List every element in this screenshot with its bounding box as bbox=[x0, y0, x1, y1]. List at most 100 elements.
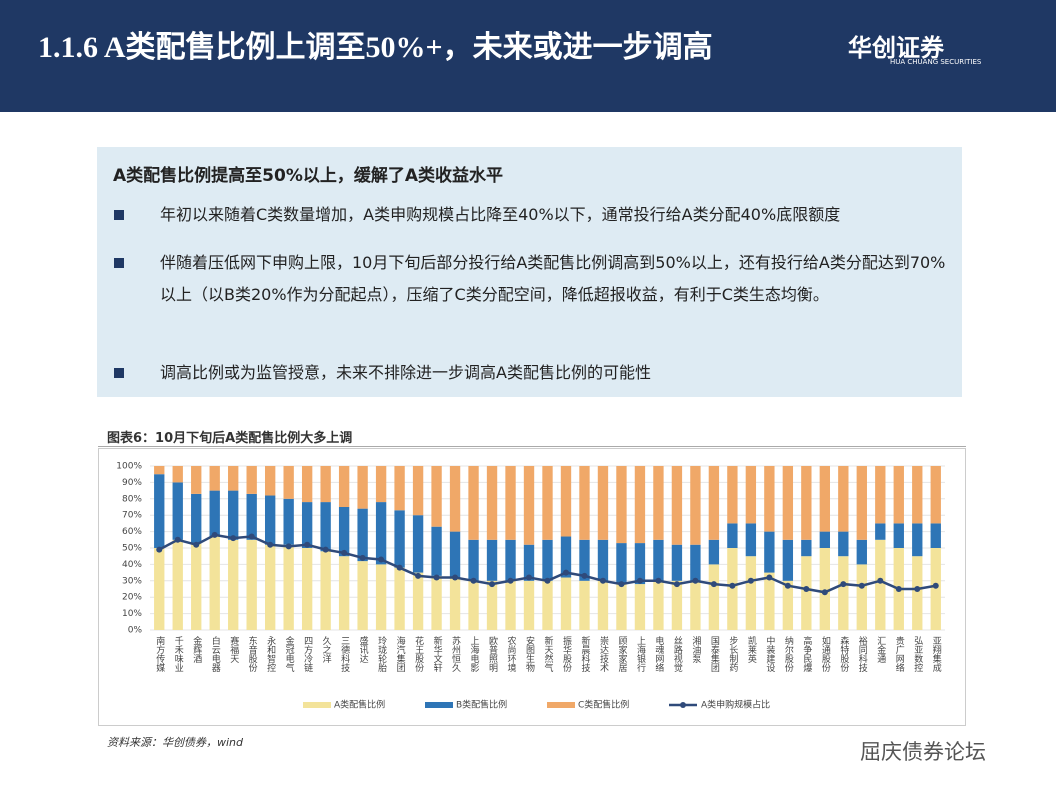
bar-segment bbox=[838, 531, 849, 557]
bar-segment bbox=[745, 466, 757, 524]
x-tick-label: 新天然气 bbox=[543, 635, 554, 672]
bar-segment bbox=[172, 482, 183, 540]
bar-segment bbox=[782, 466, 794, 540]
x-tick-label: 振华股份 bbox=[561, 635, 572, 673]
bar-segment bbox=[875, 523, 886, 540]
bar-segment bbox=[690, 466, 701, 545]
bar-segment bbox=[745, 556, 757, 630]
bar-segment bbox=[228, 466, 239, 491]
line-dot bbox=[710, 581, 717, 588]
bar-segment bbox=[560, 466, 572, 537]
bar-segment bbox=[505, 539, 516, 581]
bar-segment bbox=[616, 584, 627, 630]
x-tick-label: 安图生物 bbox=[524, 635, 535, 673]
x-tick-label: 汇金通 bbox=[875, 636, 886, 664]
line-dot bbox=[766, 574, 773, 581]
bar-segment bbox=[191, 543, 202, 630]
x-tick-label: 欧普照明 bbox=[487, 635, 498, 673]
bar-segment bbox=[375, 564, 387, 630]
y-tick-label: 10% bbox=[122, 609, 142, 619]
y-tick-label: 90% bbox=[122, 478, 142, 488]
bar-segment bbox=[394, 567, 405, 630]
x-tick-label: 上海电影 bbox=[469, 636, 480, 673]
y-tick-label: 40% bbox=[122, 560, 142, 570]
bar-segment bbox=[542, 539, 553, 581]
bar-segment bbox=[819, 466, 831, 532]
bar-segment bbox=[616, 543, 627, 585]
x-tick-label: 盛讯达 bbox=[358, 635, 369, 663]
line-dot bbox=[526, 574, 533, 581]
line-dot bbox=[248, 533, 255, 540]
y-tick-label: 30% bbox=[122, 576, 142, 586]
bar-segment bbox=[320, 551, 331, 630]
bar-segment bbox=[338, 507, 350, 557]
x-tick-label: 千禾味业 bbox=[173, 636, 184, 672]
bar-segment bbox=[320, 502, 331, 552]
x-tick-label: 纳尔股份 bbox=[783, 635, 794, 673]
bar-segment bbox=[191, 466, 202, 494]
line-dot bbox=[544, 577, 551, 584]
bar-segment bbox=[468, 580, 479, 630]
x-tick-label: 金辉酒 bbox=[191, 635, 202, 664]
line-dot bbox=[322, 546, 329, 553]
bar-segment bbox=[856, 539, 867, 565]
bar-segment bbox=[727, 523, 738, 548]
line-dot bbox=[803, 586, 810, 592]
line-dot bbox=[914, 586, 921, 592]
bar-segment bbox=[431, 575, 442, 630]
x-tick-label: 海汽集团 bbox=[395, 635, 406, 673]
line-dot bbox=[415, 572, 422, 579]
line-dot bbox=[729, 582, 736, 589]
bar-segment bbox=[930, 466, 941, 524]
bar-segment bbox=[727, 548, 738, 630]
line-dot bbox=[267, 541, 274, 548]
x-tick-label: 凯莱英 bbox=[746, 635, 757, 664]
bar-segment bbox=[246, 539, 257, 630]
bar-segment bbox=[930, 523, 941, 548]
bar-segment bbox=[449, 466, 461, 532]
bar-segment bbox=[875, 466, 886, 524]
x-tick-label: 亚翔集成 bbox=[931, 636, 942, 673]
bar-segment bbox=[431, 466, 442, 527]
bar-segment bbox=[486, 580, 498, 630]
line-dot bbox=[489, 581, 496, 588]
summary-box: A类配售比例提高至50%以上，缓解了A类收益水平 年初以来随着C类数量增加，A类… bbox=[97, 147, 962, 397]
bar-segment bbox=[505, 580, 516, 630]
x-tick-label: 南方传媒 bbox=[154, 635, 165, 673]
bar-segment bbox=[264, 466, 276, 496]
bar-segment bbox=[172, 539, 183, 630]
x-tick-label: 金冠电气 bbox=[284, 635, 295, 672]
line-dot bbox=[470, 577, 477, 584]
bar-segment bbox=[301, 548, 313, 630]
bar-segment bbox=[579, 466, 590, 540]
bar-segment bbox=[912, 466, 923, 524]
box-heading: A类配售比例提高至50%以上，缓解了A类收益水平 bbox=[113, 166, 504, 186]
y-tick-label: 20% bbox=[122, 593, 142, 603]
line-dot bbox=[211, 531, 218, 538]
bar-segment bbox=[468, 466, 479, 540]
bar-segment bbox=[357, 508, 368, 562]
bar-segment bbox=[246, 493, 257, 540]
bar-segment bbox=[523, 544, 535, 581]
bar-segment bbox=[560, 577, 572, 630]
line-dot bbox=[341, 549, 348, 556]
bar-segment bbox=[801, 466, 812, 540]
bar-segment bbox=[597, 580, 609, 630]
bar-segment bbox=[542, 580, 553, 630]
bar-segment bbox=[412, 515, 424, 573]
bar-segment bbox=[154, 548, 165, 630]
source: 资料来源：华创债券，wind bbox=[107, 736, 244, 749]
bar-segment bbox=[856, 564, 867, 630]
line-dot bbox=[784, 582, 791, 589]
x-tick-label: 新华文轩 bbox=[432, 635, 443, 673]
x-tick-label: 久之洋 bbox=[321, 635, 332, 664]
x-tick-label: 顾家家居 bbox=[616, 636, 627, 673]
bar-segment bbox=[912, 523, 923, 557]
x-tick-label: 弘亚数控 bbox=[912, 636, 923, 673]
line-dot bbox=[581, 572, 588, 579]
bar-segment bbox=[301, 466, 313, 503]
bar-segment bbox=[338, 466, 350, 507]
bar-segment bbox=[486, 539, 498, 581]
x-tick-label: 崇达技术 bbox=[598, 636, 609, 673]
x-tick-label: 三德科技 bbox=[339, 636, 350, 673]
